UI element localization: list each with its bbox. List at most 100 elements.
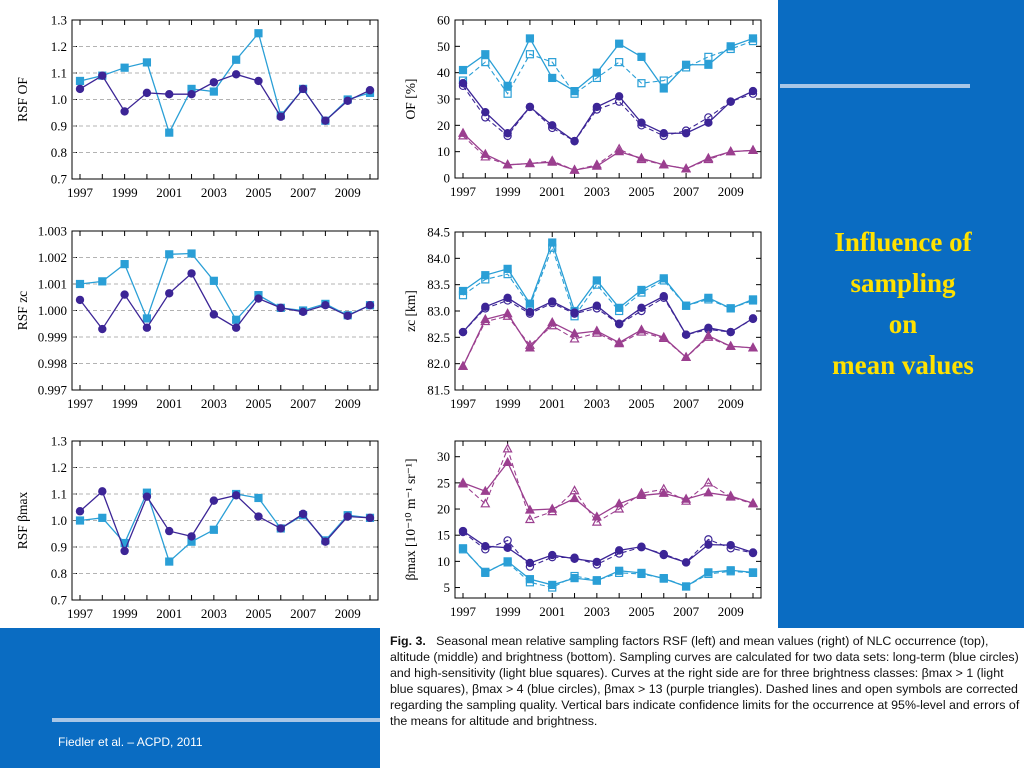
- rsf_beta-series-1-line: [79, 490, 371, 553]
- mean_beta-series-0-point: [548, 580, 557, 590]
- mean_zc-series-0-point: [681, 301, 691, 310]
- mean_of-series-1-point: [481, 107, 490, 117]
- mean_beta-series-0-point: [525, 575, 535, 584]
- rsf_of-ytick-label: 1.0: [51, 92, 67, 107]
- rsf_zc-series-0-point: [209, 276, 218, 285]
- mean_of-series-1-point: [548, 121, 557, 130]
- rsf_zc-xtick-label: 2003: [201, 396, 227, 411]
- mean_of-series-0-point: [592, 68, 601, 77]
- decorative-line-right: [780, 84, 970, 88]
- mean_zc-series-1-point: [659, 292, 668, 301]
- mean_zc-series-2-point: [747, 342, 759, 352]
- mean_beta-series-2-point: [480, 485, 491, 495]
- rsf_zc-xtick-label: 2007: [290, 396, 317, 411]
- citation: Fiedler et al. – ACPD, 2011: [58, 735, 203, 749]
- rsf_zc-series-1-point: [276, 303, 285, 313]
- mean_zc-series-2-point: [591, 325, 602, 335]
- mean_beta-xtick-label: 2001: [539, 604, 565, 619]
- mean_of-series-0-corrected-point: [548, 58, 557, 67]
- mean_beta-series-2-line: [462, 461, 754, 518]
- mean_of-series-0-point: [458, 65, 468, 75]
- rsf_of-series-0-point: [75, 76, 85, 86]
- mean_zc-series-1-point: [525, 307, 535, 317]
- mean_of-series-0-point: [726, 42, 735, 51]
- rsf_zc-ytick-label: 1.000: [38, 303, 67, 318]
- rsf_zc-series-1-point: [209, 310, 219, 319]
- rsf_of-series-0-point: [254, 29, 263, 38]
- mean_zc-ytick-label: 84.5: [427, 225, 450, 240]
- rsf_of-series-1-point: [231, 70, 241, 79]
- rsf_zc-series-1-point: [365, 301, 375, 310]
- rsf_beta-ytick-label: 0.8: [51, 566, 67, 581]
- mean_zc-series-0-point: [458, 286, 468, 296]
- rsf_beta-series-1-point: [254, 512, 263, 521]
- rsf_of-series-1-point: [120, 107, 129, 116]
- mean_beta-series-2-point: [703, 487, 714, 497]
- rsf_zc-series-0-point: [187, 249, 196, 258]
- rsf_of-xtick-label: 2003: [201, 185, 227, 200]
- rsf_beta-series-1-point: [142, 492, 152, 501]
- rsf_of-series-1-point: [298, 84, 308, 94]
- mean_beta-series-1-point: [525, 558, 535, 568]
- mean_zc-ytick-label: 83.0: [427, 304, 450, 319]
- mean_zc-xtick-label: 2003: [584, 396, 610, 411]
- mean_of-series-0-point: [704, 60, 713, 69]
- mean_beta-series-1-point: [726, 540, 735, 550]
- mean_beta-series-2-corrected-point: [703, 477, 714, 487]
- rsf_of-series-1-point: [343, 96, 352, 106]
- mean_beta-xtick-label: 2005: [628, 604, 654, 619]
- rsf_beta-series-1-point: [209, 496, 219, 505]
- mean_beta-ytick-label: 10: [437, 554, 450, 569]
- mean_beta-series-1-point: [748, 548, 758, 557]
- mean_of-series-1-corrected-line: [462, 85, 754, 142]
- mean_beta-series-2-corrected-point: [480, 498, 491, 508]
- mean_beta-xtick-label: 1999: [495, 604, 521, 619]
- rsf_of-series-1-point: [276, 112, 285, 121]
- rsf_beta-ytick-label: 1.0: [51, 513, 67, 528]
- mean_beta-series-0-point: [637, 568, 646, 577]
- mean_beta-series-2-point: [658, 487, 669, 497]
- mean_of-series-2-point: [658, 159, 669, 169]
- figure-caption: Fig. 3. Seasonal mean relative sampling …: [390, 633, 1020, 730]
- mean_of-ylabel: OF [%]: [403, 79, 418, 120]
- rsf_zc-ytick-label: 0.999: [38, 330, 67, 345]
- mean_zc-series-0-point: [525, 299, 535, 308]
- rsf_zc-series-0-point: [120, 260, 129, 269]
- mean_zc-series-1-point: [592, 301, 602, 310]
- mean_of-series-0-point: [659, 84, 668, 93]
- mean_beta-series-1-line: [462, 530, 754, 564]
- mean_zc-series-0-point: [726, 304, 735, 313]
- mean_of-series-0-point: [681, 60, 691, 69]
- mean_beta-ytick-label: 25: [437, 475, 450, 490]
- mean_beta-series-0-point: [592, 576, 601, 585]
- slide-title-line-1: Influence of: [834, 227, 972, 257]
- mean_zc-series-2-point: [524, 342, 535, 352]
- mean_of-series-1-point: [726, 97, 735, 106]
- rsf_beta-series-1-point: [98, 487, 107, 496]
- rsf_of-series-1-point: [209, 78, 219, 87]
- mean_of-xtick-label: 1999: [495, 184, 521, 199]
- mean_beta-series-2-point: [547, 503, 558, 513]
- rsf_zc-series-1-point: [98, 324, 107, 334]
- mean_zc-ytick-label: 82.0: [427, 356, 450, 371]
- mean_zc-xtick-label: 2009: [718, 396, 744, 411]
- rsf_zc-ytick-label: 1.002: [38, 250, 67, 265]
- mean_zc-series-1-point: [614, 319, 624, 328]
- rsf_of-xtick-label: 1999: [112, 185, 138, 200]
- rsf_zc-series-1-point: [187, 269, 196, 278]
- mean_of-ytick-label: 30: [437, 92, 450, 107]
- rsf_beta-series-1-point: [276, 524, 285, 533]
- mean_of-series-1-point: [637, 118, 646, 127]
- mean_beta-series-0-point: [726, 566, 735, 575]
- rsf_of-series-1-point: [165, 89, 174, 99]
- rsf_beta-ytick-label: 0.7: [51, 593, 68, 608]
- mean_of-ytick-label: 0: [444, 171, 451, 186]
- mean_zc-series-0-point: [637, 285, 646, 295]
- mean_zc-series-2-point: [547, 317, 558, 327]
- rsf_zc-series-1-point: [165, 289, 174, 298]
- mean_beta-xtick-label: 2003: [584, 604, 610, 619]
- mean_zc-series-0-point: [592, 276, 601, 285]
- mean_beta-series-0-point: [503, 557, 512, 566]
- mean_beta-series-0-point: [704, 568, 713, 577]
- rsf_beta-xtick-label: 2007: [290, 606, 317, 621]
